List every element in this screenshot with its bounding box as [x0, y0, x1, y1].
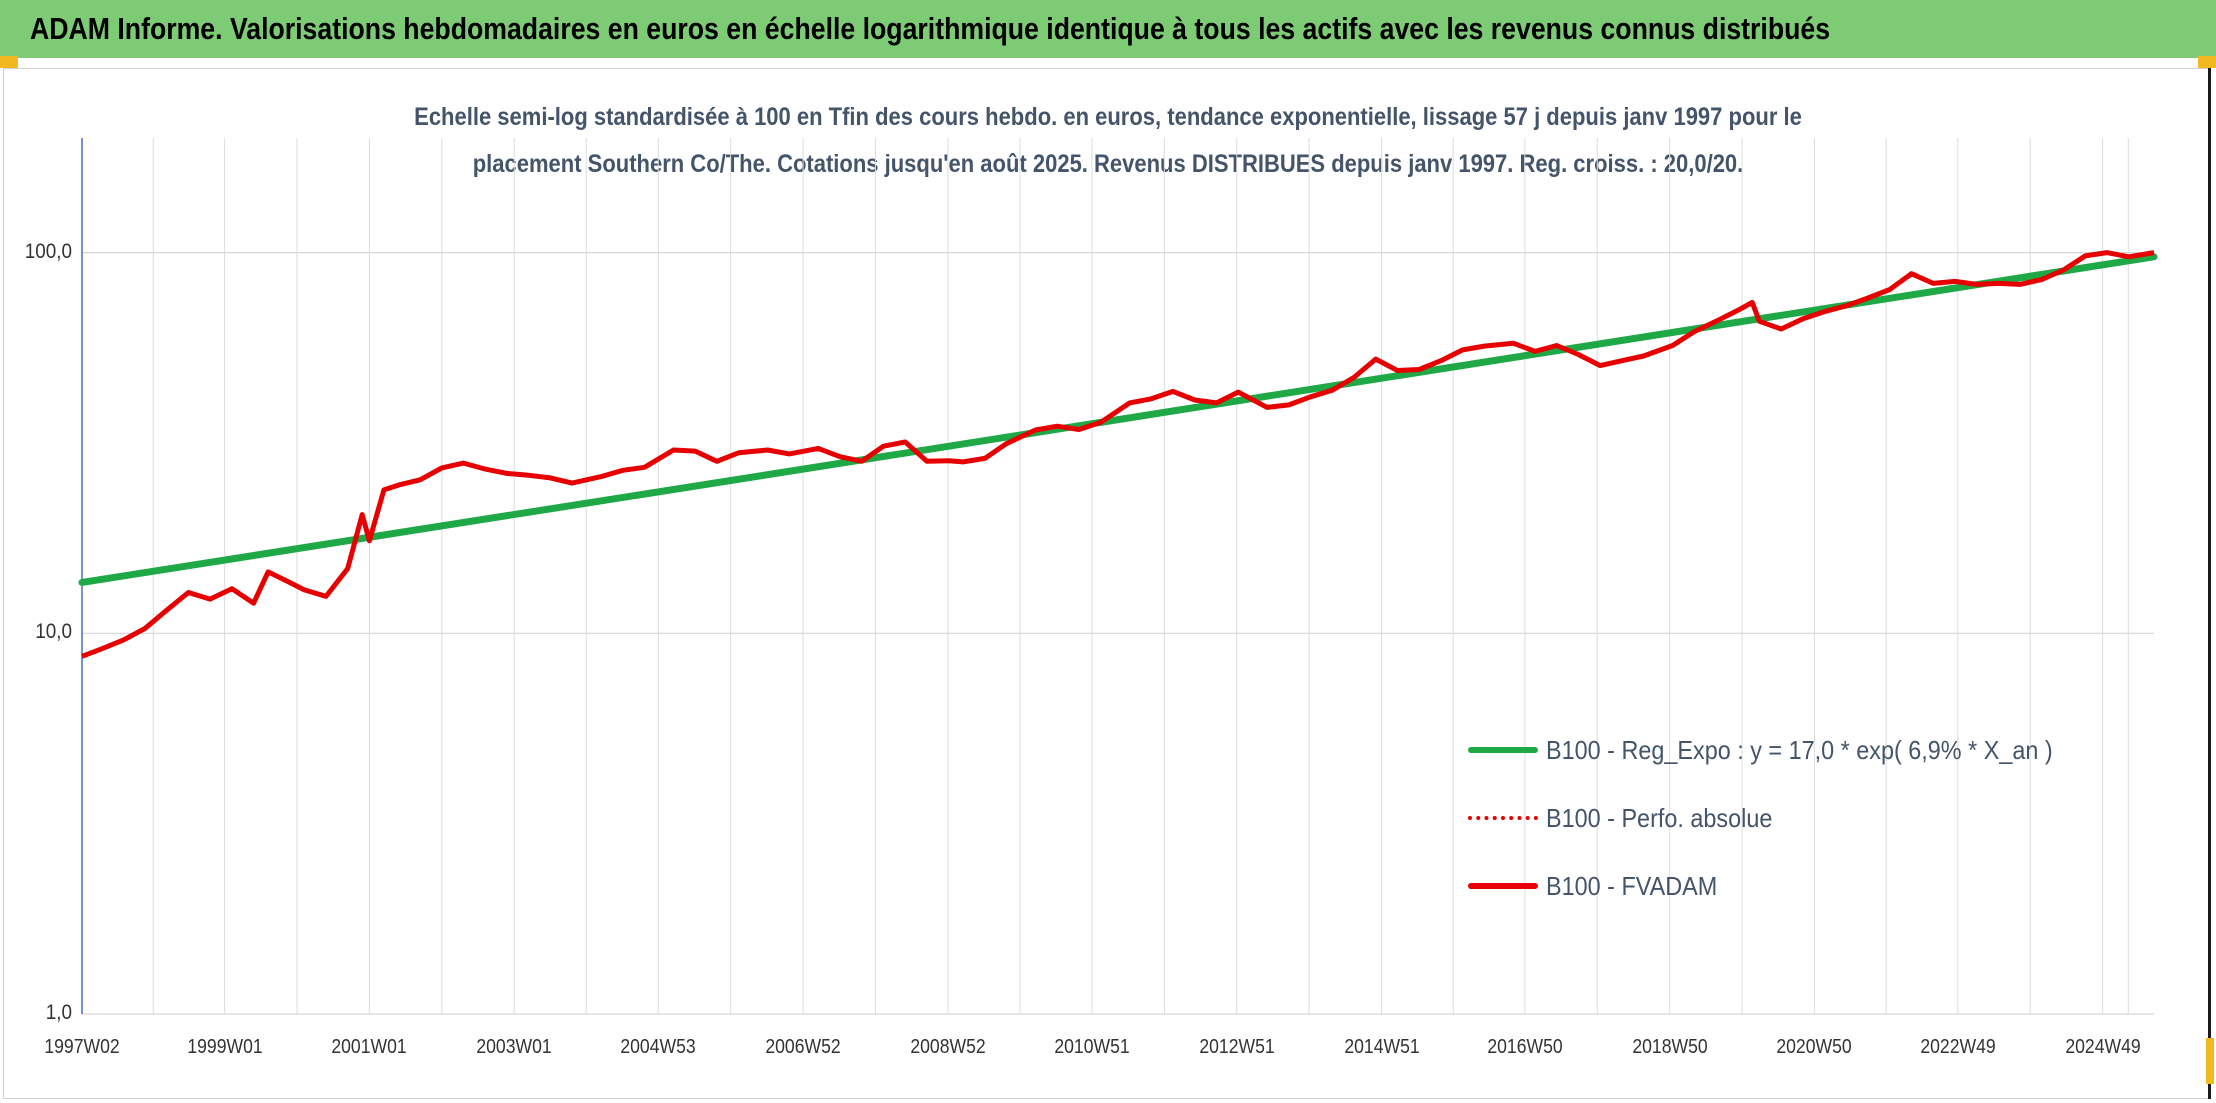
- x-tick-label: 2012W51: [1199, 1036, 1275, 1058]
- chart-right-edge: [2208, 68, 2211, 1099]
- legend-swatch-fvadam: [1466, 866, 1540, 906]
- chart-title-line-2: placement Southern Co/The. Cotations jus…: [472, 150, 1744, 178]
- y-tick-label: 10,0: [35, 620, 72, 644]
- x-tick-label: 2018W50: [1631, 1036, 1708, 1058]
- y-tick-label: 100,0: [24, 239, 73, 263]
- x-tick-label: 2014W51: [1343, 1036, 1420, 1058]
- x-tick-label: 2006W52: [765, 1036, 841, 1058]
- x-tick-label: 2020W50: [1776, 1036, 1853, 1058]
- series-line-fvadam: [81, 250, 2155, 659]
- series-line-trend: [78, 253, 2158, 586]
- legend-label-fvadam: B100 - FVADAM: [1546, 870, 1718, 901]
- x-tick-label: 2024W49: [2064, 1036, 2141, 1058]
- x-tick-label: 2010W51: [1054, 1036, 1130, 1058]
- edge-mark: [2206, 1038, 2214, 1084]
- x-tick-label: 2001W01: [331, 1036, 408, 1058]
- x-tick-label: 1997W02: [44, 1036, 120, 1058]
- legend-item-trend: B100 - Reg_Expo : y = 17,0 * exp( 6,9% *…: [1466, 730, 2109, 770]
- chart-title-line-1: Echelle semi-log standardisée à 100 en T…: [414, 103, 1802, 131]
- chart-title: Echelle semi-log standardisée à 100 en T…: [0, 94, 2216, 188]
- legend-label-perf: B100 - Perfo. absolue: [1546, 802, 1773, 833]
- x-tick-label: 2004W53: [620, 1036, 696, 1058]
- vertical-gridlines: [152, 138, 2129, 1014]
- legend-label-trend: B100 - Reg_Expo : y = 17,0 * exp( 6,9% *…: [1546, 734, 2053, 765]
- legend-swatch-trend: [1466, 730, 1540, 770]
- report-title: ADAM Informe. Valorisations hebdomadaire…: [30, 11, 1831, 46]
- x-tick-label: 2022W49: [1920, 1036, 1996, 1058]
- series-layer: [78, 250, 2158, 659]
- right-corner-mark: [2198, 56, 2216, 68]
- legend-item-fvadam: B100 - FVADAM: [1466, 866, 1736, 906]
- left-corner-mark: [0, 56, 18, 68]
- x-tick-label: 1999W01: [186, 1036, 263, 1058]
- horizontal-gridlines: [82, 252, 2154, 1015]
- legend-item-perf: B100 - Perfo. absolue: [1466, 798, 1798, 838]
- legend-swatch-perf: [1466, 798, 1540, 838]
- x-tick-label: 2008W52: [910, 1036, 986, 1058]
- x-tick-label: 2016W50: [1487, 1036, 1563, 1058]
- y-tick-label: 1,0: [45, 1001, 72, 1024]
- x-tick-label: 2003W01: [476, 1036, 552, 1058]
- report-banner: ADAM Informe. Valorisations hebdomadaire…: [0, 0, 2216, 58]
